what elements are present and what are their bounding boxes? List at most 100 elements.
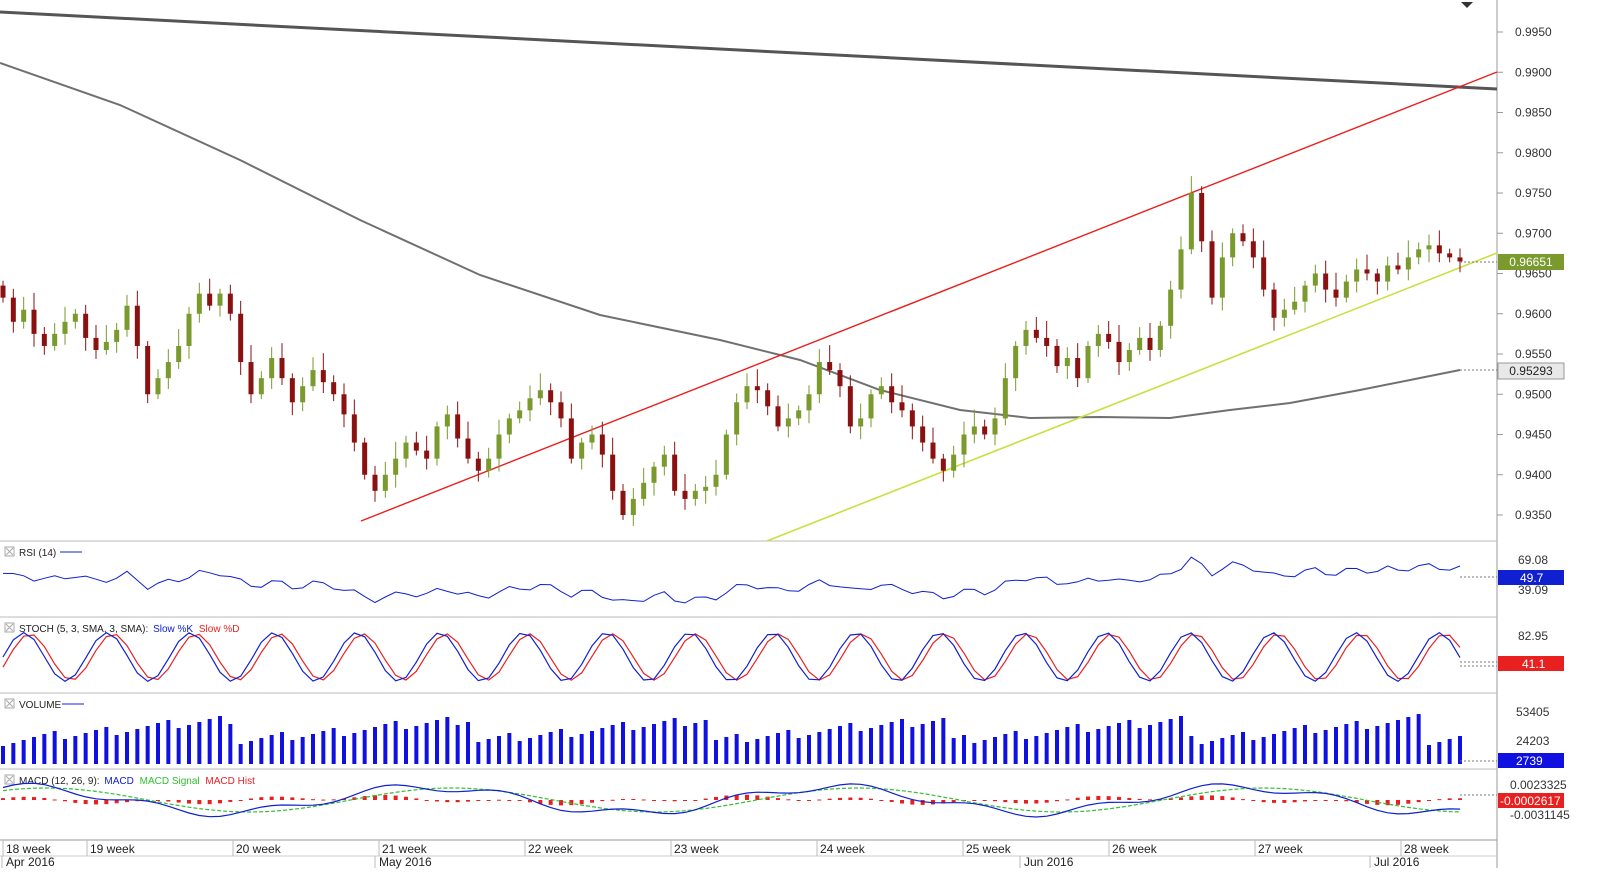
candle-body bbox=[641, 482, 647, 499]
volume-bar bbox=[1127, 720, 1132, 764]
candle-body bbox=[1385, 265, 1391, 282]
volume-bar bbox=[207, 719, 212, 764]
macd-hist-bar bbox=[879, 800, 884, 801]
candle-body bbox=[703, 486, 709, 491]
candle-body bbox=[878, 386, 884, 395]
volume-bar bbox=[249, 741, 253, 764]
candle-body bbox=[382, 474, 388, 491]
macd-hist-bar bbox=[1168, 798, 1173, 800]
macd-hist-bar bbox=[807, 800, 811, 801]
candle-body bbox=[424, 450, 430, 459]
macd-hist-bar bbox=[889, 800, 894, 802]
candle-body bbox=[920, 426, 926, 443]
candle-body bbox=[1188, 193, 1194, 250]
volume-bar bbox=[517, 741, 522, 764]
macd-hist-bar bbox=[311, 799, 315, 801]
volume-bar bbox=[765, 736, 770, 764]
candle-body bbox=[713, 474, 719, 487]
volume-bar bbox=[42, 734, 47, 764]
candle-body bbox=[506, 418, 512, 435]
macd-hist-bar bbox=[156, 800, 160, 801]
close-icon[interactable] bbox=[5, 775, 14, 784]
candle-body bbox=[847, 386, 853, 427]
candle-body bbox=[630, 498, 636, 515]
macd-hist-bar bbox=[63, 800, 67, 802]
volume-bar bbox=[269, 735, 274, 764]
volume-bar bbox=[445, 717, 450, 764]
svg-text:MACD (12, 26, 9): MACD: MACD (12, 26, 9): MACD MACD Signal MACD … bbox=[19, 776, 255, 787]
macd-value-label: -0.0002617 bbox=[1500, 794, 1561, 808]
stoch-k-line bbox=[2, 631, 1461, 683]
stoch-pane[interactable]: STOCH (5, 3, SMA, 3, SMA): Slow %K Slow … bbox=[2, 622, 1564, 683]
candle-body bbox=[785, 418, 791, 427]
macd-hist-bar bbox=[683, 800, 687, 801]
volume-bar bbox=[827, 729, 832, 764]
macd-hist-bar bbox=[1313, 800, 1318, 801]
close-icon[interactable] bbox=[5, 623, 14, 632]
week-label: 21 week bbox=[382, 842, 428, 856]
candle-body bbox=[52, 333, 58, 346]
time-axis[interactable]: 18 week 19 week 20 week 21 week 22 week 23 we… bbox=[0, 840, 1497, 869]
volume-bar bbox=[1406, 717, 1411, 764]
price-tick-label: 0.9800 bbox=[1515, 146, 1552, 160]
volume-bar bbox=[280, 732, 284, 764]
macd-hist-bar bbox=[734, 794, 739, 800]
volume-value-badge bbox=[1498, 753, 1564, 768]
volume-bar bbox=[1272, 734, 1276, 764]
macd-hist-bar bbox=[445, 800, 450, 803]
week-label: 22 week bbox=[528, 842, 574, 856]
price-pane[interactable]: 0.9950 0.9900 0.9850 0.9800 0.9750 0.9700 0.96… bbox=[0, 2, 1565, 542]
week-label: 20 week bbox=[236, 842, 282, 856]
candle-body bbox=[1106, 333, 1112, 342]
macd-hist-bar bbox=[1292, 800, 1297, 803]
macd-hist-bar bbox=[1396, 800, 1400, 805]
volume-bar bbox=[507, 733, 512, 764]
volume-bar bbox=[724, 737, 729, 764]
volume-bar bbox=[1055, 730, 1059, 764]
svg-text:STOCH (5, 3, SMA, 3, SMA):: STOCH (5, 3, SMA, 3, SMA): Slow %K Slow … bbox=[19, 624, 239, 635]
candle-body bbox=[279, 358, 285, 379]
macd-pane[interactable]: MACD (12, 26, 9): MACD MACD Signal MACD … bbox=[1, 774, 1570, 822]
candle-body bbox=[134, 305, 140, 346]
macd-hist-bar bbox=[197, 800, 202, 805]
macd-hist-bar bbox=[982, 800, 987, 801]
macd-line bbox=[2, 782, 1461, 818]
macd-hist-bar bbox=[745, 794, 749, 800]
candlesticks bbox=[0, 176, 1463, 526]
close-icon[interactable] bbox=[5, 699, 14, 708]
volume-pane[interactable]: VOLUME 53405 24203 2739 bbox=[1, 698, 1564, 768]
volume-bar bbox=[135, 729, 140, 764]
macd-hist-bar bbox=[1127, 797, 1132, 800]
macd-hist-bar bbox=[672, 800, 677, 802]
volume-bar bbox=[951, 738, 956, 764]
candle-body bbox=[961, 434, 967, 455]
macd-hist-bar bbox=[373, 795, 377, 800]
volume-bar bbox=[982, 740, 987, 764]
candle-body bbox=[269, 358, 275, 379]
macd-hist-bar bbox=[331, 799, 336, 801]
volume-bar bbox=[734, 734, 739, 764]
macd-line-label: MACD bbox=[104, 776, 133, 787]
candle-body bbox=[351, 414, 357, 443]
week-label: 18 week bbox=[6, 842, 52, 856]
volume-bar bbox=[621, 722, 625, 764]
rsi-line bbox=[2, 556, 1461, 604]
macd-hist-bar bbox=[538, 800, 543, 804]
candle-body bbox=[837, 370, 843, 387]
candle-body bbox=[1013, 345, 1019, 379]
candle-body bbox=[238, 313, 244, 363]
volume-bar bbox=[1137, 728, 1142, 764]
macd-hist-bar bbox=[693, 800, 698, 801]
candle-body bbox=[289, 378, 295, 403]
candle-body bbox=[165, 362, 171, 379]
candle-body bbox=[217, 293, 223, 306]
macd-hist-bar bbox=[1210, 795, 1214, 800]
volume-label: VOLUME bbox=[19, 700, 62, 711]
rsi-pane[interactable]: RSI (14) 69.08 39.09 49.7 bbox=[2, 546, 1564, 604]
candle-body bbox=[589, 434, 595, 443]
macd-hist-bar bbox=[910, 800, 915, 805]
volume-bar bbox=[1323, 730, 1328, 764]
volume-bar bbox=[290, 740, 295, 764]
chevron-down-icon[interactable] bbox=[1461, 2, 1473, 8]
close-icon[interactable] bbox=[5, 547, 14, 556]
